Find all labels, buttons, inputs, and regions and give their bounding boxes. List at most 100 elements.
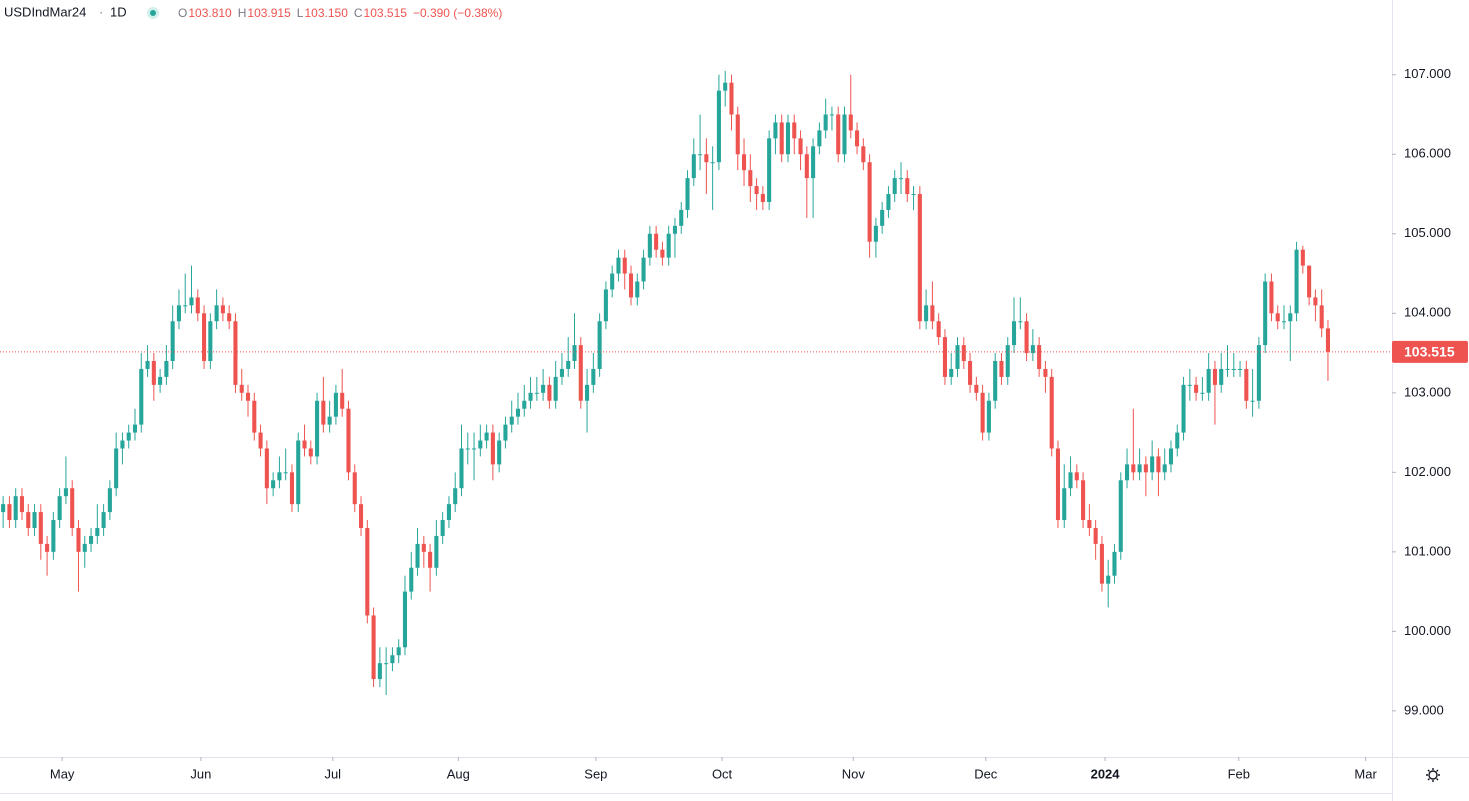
candle-body <box>930 305 935 322</box>
candle-body <box>132 424 138 433</box>
candle-body <box>1275 313 1280 322</box>
candle-body <box>666 233 671 258</box>
candle-body <box>836 114 841 155</box>
candle-body <box>38 512 43 544</box>
candle-body <box>660 249 665 258</box>
candle-body <box>214 305 219 322</box>
candle-body <box>114 448 119 489</box>
candle-body <box>82 543 87 552</box>
y-tick-label: 104.000 <box>1404 305 1451 320</box>
candle-body <box>384 663 389 665</box>
candle-body <box>949 368 954 377</box>
ohlc-key: L <box>297 6 304 20</box>
candle-body <box>779 122 784 155</box>
ohlc-value: 103.150 <box>304 6 348 20</box>
x-tick-label: May <box>50 766 75 781</box>
candle-body <box>823 114 828 131</box>
candle-body <box>371 615 376 680</box>
candle-body <box>1256 345 1261 401</box>
candle-body <box>45 543 50 552</box>
candle-body <box>1288 313 1293 322</box>
candle-body <box>70 488 75 528</box>
candle-body <box>89 535 94 544</box>
candle-body <box>522 400 527 409</box>
candle-body <box>855 130 860 147</box>
candle-body <box>158 376 163 385</box>
candle-body <box>472 448 477 450</box>
y-tick-label: 105.000 <box>1404 225 1451 240</box>
candle-body <box>51 520 56 552</box>
x-tick-label: Jul <box>324 766 341 781</box>
candle-body <box>289 472 295 505</box>
candle-body <box>258 432 263 449</box>
candle-body <box>578 345 583 401</box>
candle-body <box>748 170 753 187</box>
candle-body <box>126 432 131 441</box>
plot-area <box>1 70 1330 695</box>
x-tick-label: Nov <box>842 766 866 781</box>
ohlc-value: 103.810 <box>188 6 232 20</box>
candle-body <box>321 400 326 425</box>
candle-body <box>1055 448 1061 521</box>
candle-body <box>547 384 552 401</box>
candle-body <box>1137 464 1142 473</box>
y-tick-label: 108.000 <box>1404 0 1451 2</box>
change: −0.390 (−0.38%) <box>413 6 502 20</box>
candle-body <box>1049 376 1054 449</box>
candle-body <box>402 591 408 648</box>
candle-body <box>1294 249 1299 314</box>
candle-body <box>685 178 690 210</box>
interval: 1D <box>110 4 127 19</box>
y-tick-label: 106.000 <box>1404 146 1451 161</box>
y-tick-label: 102.000 <box>1404 464 1451 479</box>
candle-body <box>1124 464 1130 481</box>
candle-body <box>296 440 301 505</box>
candle-body <box>497 440 502 465</box>
ohlc-value: 103.915 <box>247 6 291 20</box>
candle-body <box>1062 488 1067 521</box>
candle-body <box>898 178 904 180</box>
candle-body <box>101 512 106 528</box>
candle-body <box>145 361 150 369</box>
candle-body <box>585 384 590 401</box>
candle-body <box>120 440 125 449</box>
candle-body <box>641 257 646 282</box>
candle-body <box>861 146 866 163</box>
candle-body <box>76 527 81 552</box>
ohlc-key: O <box>178 6 187 20</box>
candle-body <box>1143 464 1148 473</box>
candle-body <box>647 233 652 258</box>
candle-body <box>1212 368 1217 385</box>
candle-body <box>377 663 382 680</box>
candle-body <box>1307 265 1312 298</box>
settings-icon[interactable] <box>1426 768 1440 782</box>
candle-body <box>798 138 803 155</box>
candle-body <box>591 368 596 385</box>
candle-body <box>1244 368 1249 401</box>
candle-body <box>628 273 634 298</box>
candle-body <box>151 361 156 385</box>
candle-body <box>723 82 728 91</box>
candle-body <box>233 321 238 385</box>
candle-body <box>622 257 627 274</box>
candle-body <box>924 305 929 322</box>
candle-body <box>164 361 169 377</box>
candle-body <box>886 194 891 210</box>
candle-body <box>917 194 922 322</box>
x-tick-label: Feb <box>1228 766 1250 781</box>
y-tick-label: 99.000 <box>1404 702 1444 717</box>
candle-body <box>829 114 834 116</box>
candle-body <box>760 194 765 202</box>
candle-body <box>911 194 916 196</box>
candle-body <box>528 392 533 401</box>
candle-body <box>202 313 207 362</box>
candle-body <box>227 313 232 322</box>
candle-body <box>603 289 608 322</box>
candle-body <box>327 416 332 425</box>
candle-body <box>572 345 577 362</box>
candle-body <box>773 122 778 139</box>
candle-body <box>365 527 370 616</box>
x-tick-label: Dec <box>974 766 998 781</box>
x-tick-label: Sep <box>584 766 607 781</box>
